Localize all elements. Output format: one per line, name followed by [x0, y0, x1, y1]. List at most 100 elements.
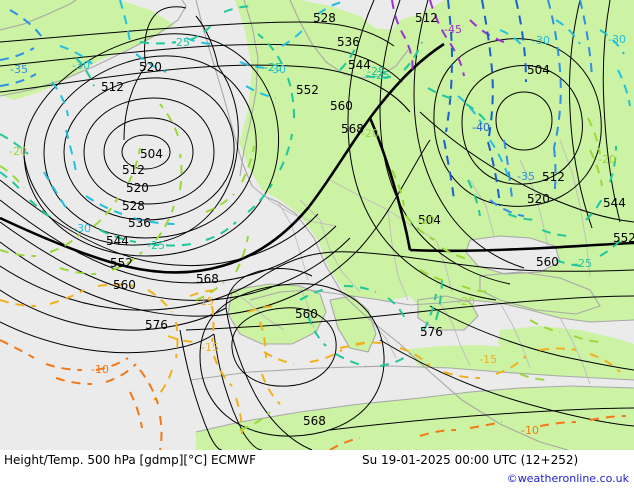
isotherm-label: -25 — [372, 69, 390, 82]
isotherm-label: -25 — [264, 61, 282, 74]
height-contour-layer-2 — [0, 0, 634, 450]
isotherm-label: -30 — [608, 33, 626, 46]
height-contour-label: 544 — [348, 58, 371, 72]
height-contour-label: 504 — [140, 147, 163, 161]
height-contour-label: 552 — [110, 256, 133, 270]
height-contour-label: 528 — [313, 11, 336, 25]
svg-text:520: 520 — [126, 181, 149, 195]
height-contour-label: 520 — [527, 192, 550, 206]
footer-bar: Height/Temp. 500 hPa [gdmp][°C] ECMWF Su… — [0, 450, 634, 490]
svg-text:544: 544 — [603, 196, 626, 210]
svg-text:528: 528 — [122, 199, 145, 213]
svg-text:512: 512 — [122, 163, 145, 177]
map-canvas[interactable]: 504 504 504 512 512 512 512 520 520 520 528 528 536 5… — [0, 0, 634, 450]
svg-text:568: 568 — [341, 122, 364, 136]
height-contour-label: 560 — [330, 99, 353, 113]
footer-credit: ©weatheronline.co.uk — [506, 472, 629, 485]
height-contour-label: 536 — [128, 216, 151, 230]
height-contour-label: 504 — [527, 63, 550, 77]
isotherm-label: -25 — [172, 36, 190, 49]
isotherm-label: -15 — [201, 341, 219, 354]
svg-text:568: 568 — [303, 414, 326, 428]
height-contour-layer — [0, 6, 634, 317]
height-contour-label: 552 — [613, 231, 634, 245]
isotherm-label: -20 — [417, 214, 435, 227]
isotherm-minus30 — [43, 0, 631, 225]
isotherm-label: -25 — [367, 65, 385, 78]
height-contour-label: 520 — [139, 60, 162, 74]
isotherm-label: -15 — [196, 295, 214, 308]
isotherm-label: -30 — [268, 63, 286, 76]
isotherm-label: -35 — [517, 170, 535, 183]
isotherm-label: -15 — [479, 353, 497, 366]
isotherm-label: -20 — [361, 127, 379, 140]
height-contour-label: 576 — [420, 325, 443, 339]
svg-text:560: 560 — [295, 307, 318, 321]
isotherm-minus45 — [391, 0, 505, 77]
height-contour-label: 560 — [536, 255, 559, 269]
isotherm-label: -40 — [472, 121, 490, 134]
border-layer — [231, 139, 591, 385]
height-contour-label: 568 — [196, 272, 219, 286]
height-contour-label: 560 — [295, 307, 318, 321]
svg-text:544: 544 — [348, 58, 371, 72]
isotherm-label: -30 — [532, 34, 550, 47]
svg-text:560: 560 — [330, 99, 353, 113]
svg-text:512: 512 — [542, 170, 565, 184]
height-contour-label: 568 — [303, 414, 326, 428]
svg-text:512: 512 — [101, 80, 124, 94]
height-contour-label: 560 — [113, 278, 136, 292]
svg-text:560: 560 — [113, 278, 136, 292]
svg-text:552: 552 — [296, 83, 319, 97]
isotherm-label: -30 — [72, 59, 90, 72]
map-svg: 5045045045125125125125205205205285285365… — [0, 0, 634, 450]
height-contour-label: 536 — [337, 35, 360, 49]
isotherm-minus40 — [443, 0, 527, 207]
svg-text:520: 520 — [527, 192, 550, 206]
svg-text:512: 512 — [415, 11, 438, 25]
isotherm-label: -10 — [521, 424, 539, 437]
footer-valid-time: Su 19-01-2025 00:00 UTC (12+252) — [362, 453, 579, 467]
svg-text:520: 520 — [139, 60, 162, 74]
height-contour-label: 568 — [341, 122, 364, 136]
svg-text:576: 576 — [420, 325, 443, 339]
isotherm-label: -20 — [457, 295, 475, 308]
svg-text:536: 536 — [337, 35, 360, 49]
svg-text:504: 504 — [527, 63, 550, 77]
isotherm-minus25 — [0, 5, 625, 367]
svg-text:504: 504 — [140, 147, 163, 161]
svg-text:568: 568 — [196, 272, 219, 286]
height-contour-label: 544 — [106, 234, 129, 248]
isotherm-label: -20 — [9, 145, 27, 158]
isotherm-label: -25 — [574, 257, 592, 270]
svg-text:528: 528 — [313, 11, 336, 25]
isotherm-label: -20 — [598, 153, 616, 166]
svg-text:544: 544 — [106, 234, 129, 248]
africa-land-layer — [196, 326, 634, 450]
height-contour-label: 512 — [542, 170, 565, 184]
height-contour-label: 512 — [415, 11, 438, 25]
svg-text:552: 552 — [110, 256, 133, 270]
height-contour-label: 544 — [603, 196, 626, 210]
svg-text:552: 552 — [613, 231, 634, 245]
svg-text:536: 536 — [128, 216, 151, 230]
isotherm-label: -45 — [444, 23, 462, 36]
svg-text:576: 576 — [145, 318, 168, 332]
svg-text:504: 504 — [418, 213, 441, 227]
height-contour-label: 520 — [126, 181, 149, 195]
isotherm-minus20 — [0, 103, 605, 431]
footer-title: Height/Temp. 500 hPa [gdmp][°C] ECMWF — [4, 453, 257, 467]
isotherm-label: -30 — [73, 222, 91, 235]
isotherm-minus10 — [0, 339, 627, 450]
isotherm-label: -25 — [147, 239, 165, 252]
height-contour-label: 576 — [145, 318, 168, 332]
height-contour-label: 552 — [296, 83, 319, 97]
svg-text:560: 560 — [536, 255, 559, 269]
isotherm-label: -10 — [91, 363, 109, 376]
height-contour-label: 512 — [122, 163, 145, 177]
isotherm-minus15 — [0, 283, 621, 435]
isotherm-label: -35 — [10, 63, 28, 76]
height-label-group: 5045045045125125125125205205205285285365… — [101, 11, 634, 428]
cutoff-low-contours — [199, 283, 385, 437]
